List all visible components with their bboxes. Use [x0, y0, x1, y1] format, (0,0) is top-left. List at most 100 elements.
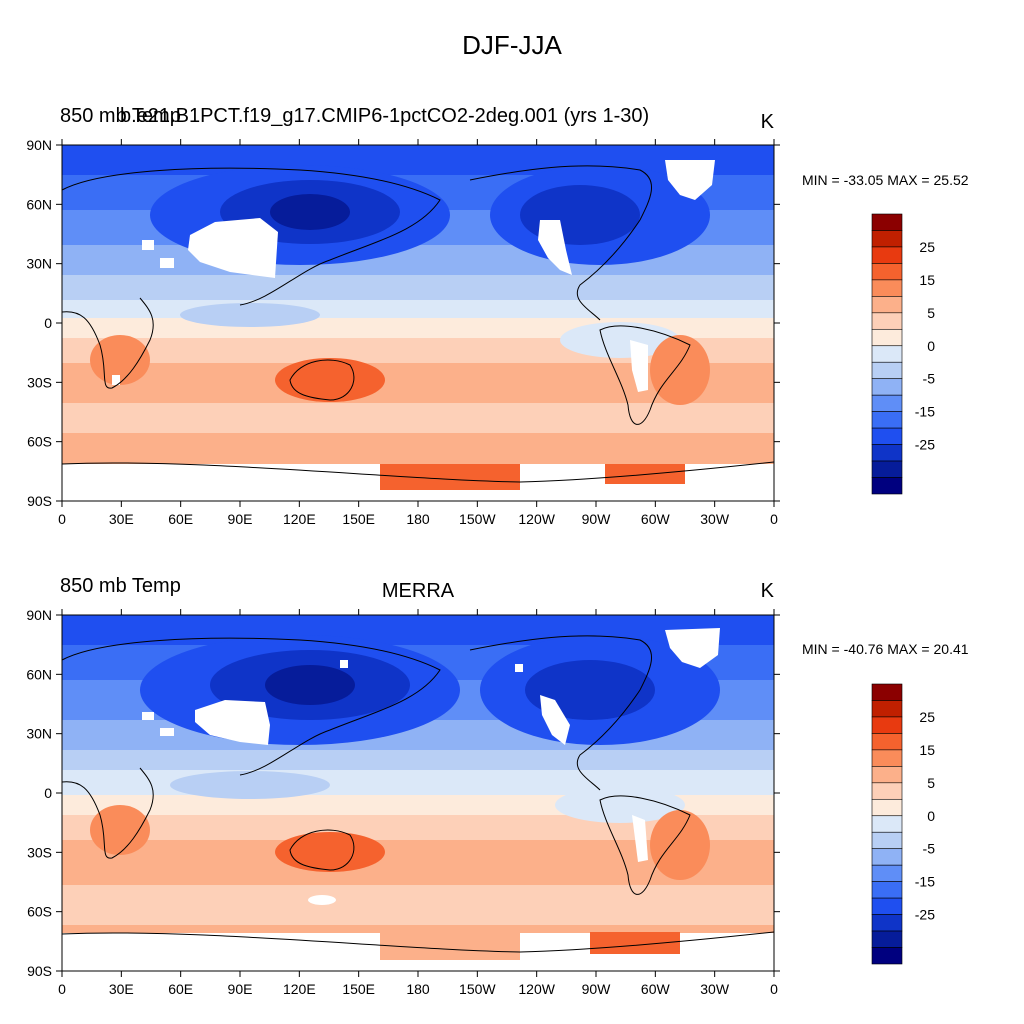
colorbar-swatch: [871, 930, 903, 948]
lat-tick-label: 30N: [26, 726, 52, 742]
lat-tick-label: 60S: [27, 904, 52, 920]
colorbar-swatch: [871, 798, 903, 817]
lon-tick-label: 30E: [109, 981, 134, 997]
colorbar-label: -5: [923, 371, 936, 387]
colorbar-label: -25: [915, 907, 935, 923]
colorbar-swatch: [871, 230, 903, 248]
colorbar-swatch: [871, 831, 903, 850]
panel-model: 850 mb Temp b.e21.B1PCT.f19_g17.CMIP6-1p…: [26, 105, 969, 527]
colorbar-swatch: [871, 345, 903, 363]
colorbar-swatch: [871, 733, 903, 751]
colorbar-label: -5: [923, 841, 936, 857]
lon-tick-label: 180: [406, 981, 430, 997]
lon-tick-label: 30W: [700, 981, 730, 997]
lon-tick-label: 30E: [109, 511, 134, 527]
panel-left-title: 850 mb Temp: [60, 105, 181, 127]
lon-tick-label: 60W: [641, 511, 671, 527]
lat-tick-label: 30S: [27, 844, 52, 860]
panel-units: K: [761, 111, 775, 133]
lat-axis: 90N 60N 30N 0 30S 60S 90S: [26, 607, 780, 979]
colorbar-swatch: [871, 782, 903, 800]
lon-tick-label: 150W: [459, 981, 496, 997]
colorbar-label: 5: [927, 305, 935, 321]
colorbar-swatch: [871, 848, 903, 866]
lat-axis: 90N 60N 30N 0 30S 60S 90S: [26, 137, 780, 509]
colorbar-swatch: [871, 700, 903, 718]
lon-tick-label: 30W: [700, 511, 730, 527]
lon-tick-label: 0: [770, 511, 778, 527]
colorbar-label: -25: [915, 437, 935, 453]
lat-tick-label: 60S: [27, 434, 52, 450]
lat-tick-label: 90N: [26, 607, 52, 623]
panel-stats: MIN = -33.05 MAX = 25.52: [802, 172, 969, 188]
colorbar-swatch: [871, 444, 903, 462]
lon-tick-label: 150E: [342, 511, 375, 527]
colorbar-swatch: [871, 815, 903, 833]
lon-axis: 0 30E 60E 90E 120E 150E 180 150W 120W 90W 60W 30W 0: [58, 139, 778, 527]
panel-center-title: MERRA: [382, 580, 455, 602]
lat-tick-label: 60N: [26, 196, 52, 212]
colorbar-swatch: [871, 246, 903, 264]
colorbar-swatch: [871, 361, 903, 380]
colorbar: 25 15 5 0 -5 -15 -25: [871, 683, 936, 965]
lon-tick-label: 120W: [518, 981, 555, 997]
colorbar-swatch: [871, 947, 903, 965]
colorbar-swatch: [871, 213, 903, 231]
colorbar-label: 25: [919, 709, 935, 725]
map-field: [62, 615, 774, 971]
lon-tick-label: 150E: [342, 981, 375, 997]
colorbar-label: -15: [915, 874, 935, 890]
colorbar: 25 15 5 0 -5 -15 -25: [871, 213, 936, 495]
figure-title: DJF-JJA: [462, 30, 562, 60]
colorbar-swatch: [871, 312, 903, 330]
lon-tick-label: 120E: [283, 511, 316, 527]
colorbar-label: 0: [927, 338, 935, 354]
panel-units: K: [761, 580, 775, 602]
coastlines: [62, 635, 774, 953]
colorbar-swatch: [871, 427, 903, 445]
panel-observation: 850 mb Temp MERRA K: [26, 575, 968, 997]
colorbar-label: 0: [927, 808, 935, 824]
lon-axis: 0 30E 60E 90E 120E 150E 180 150W 120W 90W 60W 30W 0: [58, 609, 778, 997]
lat-tick-label: 0: [44, 785, 52, 801]
colorbar-swatch: [871, 328, 903, 347]
map-field: [62, 145, 774, 501]
colorbar-swatch: [871, 881, 903, 899]
coastlines: [62, 165, 774, 483]
colorbar-swatch: [871, 897, 903, 915]
lat-tick-label: 90S: [27, 493, 52, 509]
lat-tick-label: 30S: [27, 374, 52, 390]
colorbar-swatch: [871, 766, 903, 784]
colorbar-swatch: [871, 914, 903, 932]
panel-left-title: 850 mb Temp: [60, 575, 181, 597]
lon-tick-label: 0: [58, 511, 66, 527]
colorbar-label: 15: [919, 272, 935, 288]
lon-tick-label: 120W: [518, 511, 555, 527]
colorbar-label: 25: [919, 239, 935, 255]
colorbar-label: 15: [919, 742, 935, 758]
lon-tick-label: 90W: [582, 511, 612, 527]
colorbar-swatch: [871, 279, 903, 297]
lat-tick-label: 90S: [27, 963, 52, 979]
lon-tick-label: 60W: [641, 981, 671, 997]
lon-tick-label: 60E: [168, 511, 193, 527]
colorbar-swatch: [871, 394, 903, 412]
lon-tick-label: 60E: [168, 981, 193, 997]
colorbar-swatch: [871, 477, 903, 495]
lat-tick-label: 60N: [26, 666, 52, 682]
lat-tick-label: 0: [44, 315, 52, 331]
lon-tick-label: 0: [58, 981, 66, 997]
colorbar-swatch: [871, 683, 903, 701]
panel-center-title: b.e21.B1PCT.f19_g17.CMIP6-1pctCO2-2deg.0…: [120, 105, 649, 127]
colorbar-swatch: [871, 864, 903, 882]
colorbar-swatch: [871, 296, 903, 314]
colorbar-swatch: [871, 378, 903, 396]
lat-tick-label: 90N: [26, 137, 52, 153]
lon-tick-label: 90E: [228, 981, 253, 997]
lat-tick-label: 30N: [26, 256, 52, 272]
colorbar-swatch: [871, 716, 903, 734]
colorbar-swatch: [871, 263, 903, 281]
colorbar-swatch: [871, 411, 903, 429]
colorbar-label: -15: [915, 404, 935, 420]
colorbar-swatch: [871, 749, 903, 767]
